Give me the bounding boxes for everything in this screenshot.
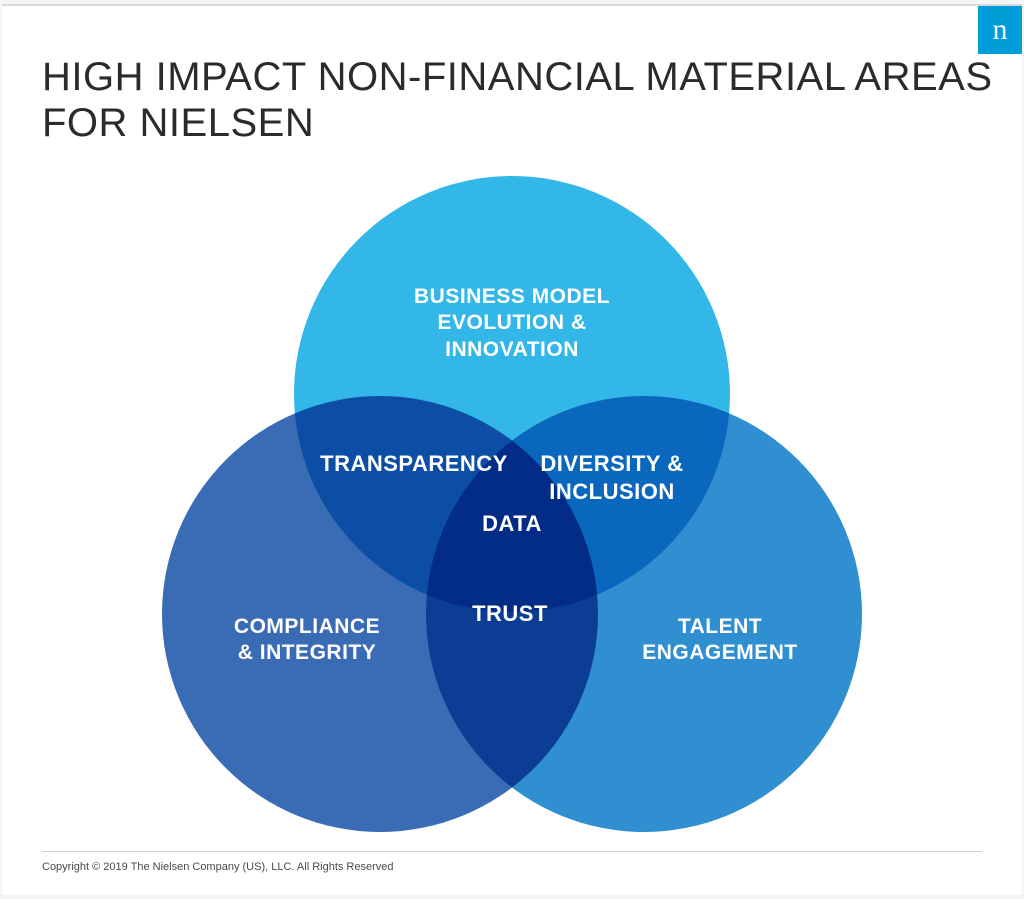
nielsen-logo: n xyxy=(978,6,1022,54)
logo-letter: n xyxy=(993,15,1008,45)
title-line-1: HIGH IMPACT NON-FINANCIAL MATERIAL AREAS xyxy=(42,55,993,99)
venn-diagram: BUSINESS MODEL EVOLUTION & INNOVATIONCOM… xyxy=(122,176,902,836)
venn-intersection-label-3: TRUST xyxy=(400,600,620,628)
title-line-2: FOR NIELSEN xyxy=(42,101,314,145)
venn-intersection-label-2: DATA xyxy=(402,510,622,538)
venn-label-top: BUSINESS MODEL EVOLUTION & INNOVATION xyxy=(372,284,652,363)
page-title: HIGH IMPACT NON-FINANCIAL MATERIAL AREAS… xyxy=(42,54,993,146)
venn-intersection-label-0: TRANSPARENCY xyxy=(304,450,524,478)
venn-label-right: TALENT ENGAGEMENT xyxy=(580,614,860,667)
venn-intersection-label-1: DIVERSITY & INCLUSION xyxy=(502,450,722,505)
slide-page: n HIGH IMPACT NON-FINANCIAL MATERIAL ARE… xyxy=(2,4,1022,895)
copyright-footer: Copyright © 2019 The Nielsen Company (US… xyxy=(42,861,394,873)
